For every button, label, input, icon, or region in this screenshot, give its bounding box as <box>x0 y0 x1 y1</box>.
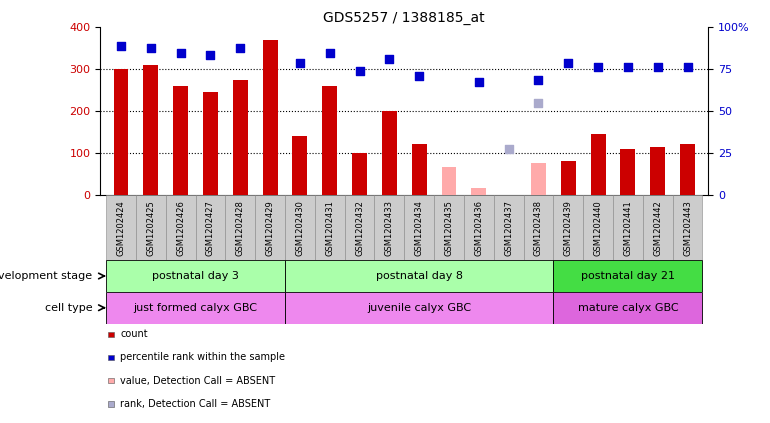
Text: just formed calyx GBC: just formed calyx GBC <box>133 303 257 313</box>
Point <box>323 49 336 56</box>
Text: development stage: development stage <box>0 271 92 281</box>
Bar <box>173 86 188 195</box>
Text: GSM1202441: GSM1202441 <box>624 200 632 255</box>
Point <box>532 99 544 106</box>
FancyBboxPatch shape <box>554 260 702 292</box>
Text: postnatal day 8: postnatal day 8 <box>376 271 463 281</box>
Text: cell type: cell type <box>45 303 92 313</box>
FancyBboxPatch shape <box>285 260 554 292</box>
FancyBboxPatch shape <box>673 195 702 260</box>
Text: GSM1202439: GSM1202439 <box>564 200 573 255</box>
Point <box>204 51 216 58</box>
Point <box>175 49 187 56</box>
Point <box>293 60 306 66</box>
Bar <box>680 145 695 195</box>
Text: GSM1202435: GSM1202435 <box>444 200 454 255</box>
FancyBboxPatch shape <box>464 195 494 260</box>
Point <box>234 45 246 52</box>
Point <box>413 72 425 79</box>
FancyBboxPatch shape <box>106 195 136 260</box>
FancyBboxPatch shape <box>315 195 345 260</box>
Text: count: count <box>120 329 148 339</box>
Point <box>145 45 157 52</box>
Point <box>651 64 664 71</box>
Text: juvenile calyx GBC: juvenile calyx GBC <box>367 303 471 313</box>
FancyBboxPatch shape <box>285 292 554 324</box>
Text: GSM1202430: GSM1202430 <box>296 200 304 255</box>
Text: GSM1202429: GSM1202429 <box>266 200 275 255</box>
Text: GSM1202434: GSM1202434 <box>415 200 424 255</box>
FancyBboxPatch shape <box>613 195 643 260</box>
Bar <box>263 40 277 195</box>
Bar <box>382 111 397 195</box>
Bar <box>531 163 546 195</box>
FancyBboxPatch shape <box>374 195 404 260</box>
FancyBboxPatch shape <box>226 195 255 260</box>
Point <box>353 68 366 75</box>
Text: GSM1202440: GSM1202440 <box>594 200 603 255</box>
Point <box>532 76 544 83</box>
FancyBboxPatch shape <box>136 195 166 260</box>
Text: GSM1202433: GSM1202433 <box>385 200 393 256</box>
FancyBboxPatch shape <box>643 195 673 260</box>
FancyBboxPatch shape <box>196 195 226 260</box>
Bar <box>352 153 367 195</box>
Text: GSM1202425: GSM1202425 <box>146 200 156 255</box>
Text: GSM1202424: GSM1202424 <box>116 200 126 255</box>
Text: GSM1202428: GSM1202428 <box>236 200 245 255</box>
FancyBboxPatch shape <box>404 195 434 260</box>
Bar <box>441 168 457 195</box>
Text: value, Detection Call = ABSENT: value, Detection Call = ABSENT <box>120 376 276 386</box>
FancyBboxPatch shape <box>106 260 285 292</box>
Bar <box>323 86 337 195</box>
Text: GSM1202443: GSM1202443 <box>683 200 692 255</box>
Bar <box>621 148 635 195</box>
Text: rank, Detection Call = ABSENT: rank, Detection Call = ABSENT <box>120 399 271 409</box>
Text: mature calyx GBC: mature calyx GBC <box>578 303 678 313</box>
Text: GSM1202436: GSM1202436 <box>474 200 484 256</box>
Point <box>115 43 127 49</box>
FancyBboxPatch shape <box>434 195 464 260</box>
Point <box>473 78 485 85</box>
Text: GSM1202427: GSM1202427 <box>206 200 215 255</box>
Point <box>562 60 574 66</box>
Bar <box>143 65 159 195</box>
Text: postnatal day 21: postnatal day 21 <box>581 271 675 281</box>
FancyBboxPatch shape <box>166 195 196 260</box>
FancyBboxPatch shape <box>255 195 285 260</box>
Text: GSM1202437: GSM1202437 <box>504 200 513 256</box>
Text: GSM1202426: GSM1202426 <box>176 200 185 255</box>
Bar <box>203 92 218 195</box>
FancyBboxPatch shape <box>583 195 613 260</box>
Bar <box>113 69 129 195</box>
Text: GSM1202432: GSM1202432 <box>355 200 364 255</box>
Title: GDS5257 / 1388185_at: GDS5257 / 1388185_at <box>323 11 485 25</box>
FancyBboxPatch shape <box>554 195 583 260</box>
Bar <box>233 80 248 195</box>
FancyBboxPatch shape <box>345 195 374 260</box>
Bar <box>650 146 665 195</box>
FancyBboxPatch shape <box>494 195 524 260</box>
Bar <box>293 136 307 195</box>
Text: postnatal day 3: postnatal day 3 <box>152 271 239 281</box>
Point <box>592 64 604 71</box>
Bar <box>561 161 576 195</box>
Text: GSM1202442: GSM1202442 <box>653 200 662 255</box>
Bar <box>591 134 605 195</box>
Text: GSM1202438: GSM1202438 <box>534 200 543 256</box>
Bar <box>412 145 427 195</box>
Bar <box>471 188 486 195</box>
Point <box>621 64 634 71</box>
Text: GSM1202431: GSM1202431 <box>325 200 334 255</box>
Point <box>383 55 396 62</box>
Point <box>503 145 515 152</box>
FancyBboxPatch shape <box>106 292 285 324</box>
Text: percentile rank within the sample: percentile rank within the sample <box>120 352 286 363</box>
FancyBboxPatch shape <box>524 195 554 260</box>
FancyBboxPatch shape <box>285 195 315 260</box>
Point <box>681 64 694 71</box>
FancyBboxPatch shape <box>554 292 702 324</box>
